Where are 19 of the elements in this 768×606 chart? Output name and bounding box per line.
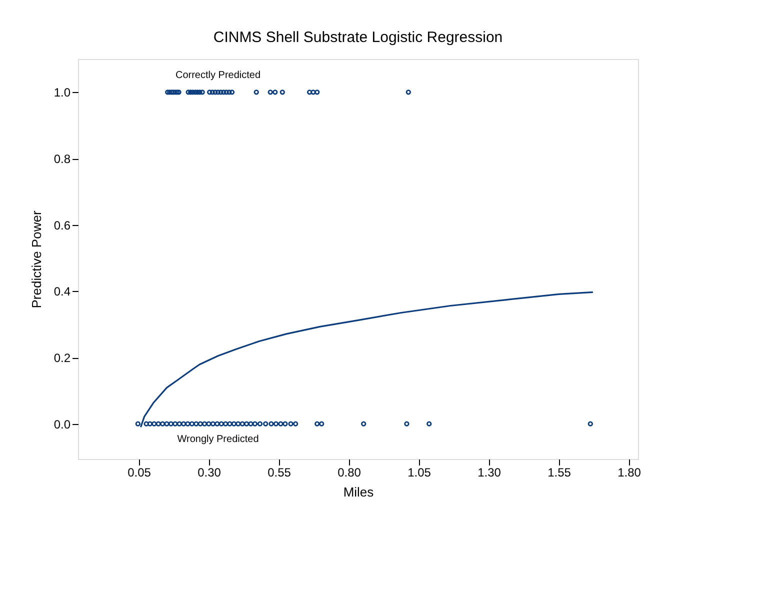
- y-tick-label: 0.4: [54, 284, 71, 299]
- annotation: Correctly Predicted: [175, 70, 261, 81]
- y-tick-label: 0.8: [54, 152, 71, 166]
- x-tick-label: 0.55: [268, 466, 292, 480]
- y-axis-title: Predictive Power: [28, 210, 44, 308]
- annotation: Wrongly Predicted: [177, 434, 259, 445]
- x-tick-label: 1.30: [478, 466, 502, 480]
- y-tick-label: 0.6: [54, 218, 71, 232]
- chart-title: CINMS Shell Substrate Logistic Regression: [213, 29, 503, 46]
- x-tick-label: 0.80: [338, 466, 362, 480]
- y-tick-label: 0.2: [54, 351, 71, 366]
- x-tick-label: 1.55: [548, 466, 572, 480]
- y-tick-label: 1.0: [54, 86, 71, 100]
- x-axis-title: Miles: [343, 484, 374, 500]
- x-tick-label: 0.30: [198, 466, 222, 480]
- x-tick-label: 0.05: [128, 466, 152, 480]
- x-tick-label: 1.80: [618, 466, 642, 480]
- y-tick-label: 0.0: [54, 417, 71, 432]
- x-tick-label: 1.05: [408, 466, 432, 480]
